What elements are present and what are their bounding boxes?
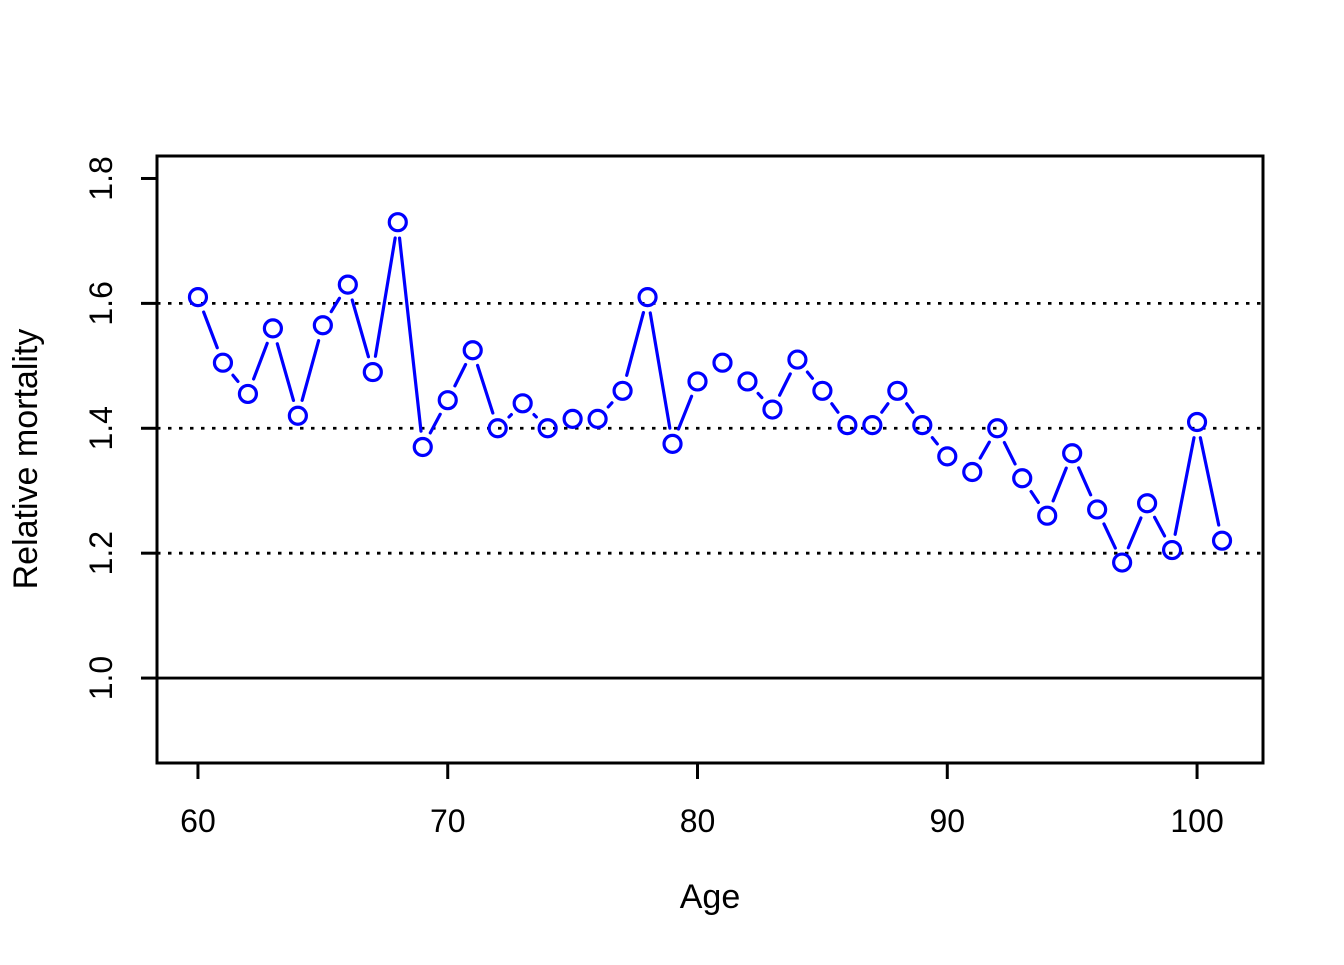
data-point-age-93: [1012, 468, 1033, 489]
data-point-age-65: [312, 315, 333, 336]
data-point-age-85: [812, 380, 833, 401]
series-segment-67-68: [373, 236, 397, 358]
series-segment-98-99: [1153, 515, 1167, 538]
series-segment-63-64: [275, 342, 296, 403]
series-segment-92-93: [1002, 440, 1017, 466]
series-segment-70-71: [453, 362, 468, 388]
x-tick-label-70: 70: [430, 803, 466, 839]
x-tick-label-100: 100: [1170, 803, 1223, 839]
series-segment-85-86: [830, 402, 840, 414]
series-segment-64-65: [300, 339, 321, 402]
plot-border: [155, 154, 1265, 765]
data-point-age-99: [1161, 539, 1183, 561]
y-axis-title: Relative mortality: [7, 329, 45, 590]
data-point-age-96: [1087, 499, 1108, 520]
x-tick-label-60: 60: [180, 803, 216, 839]
data-point-age-74: [537, 418, 558, 439]
series-segment-94-95: [1051, 466, 1068, 503]
data-point-age-87: [862, 415, 883, 436]
data-point-age-70: [437, 390, 458, 411]
series-segment-71-72: [475, 363, 495, 415]
y-tick-label-1.8: 1.8: [83, 156, 119, 200]
series-segment-84-85: [805, 370, 815, 380]
data-point-age-60: [187, 287, 209, 308]
series-segment-95-96: [1077, 466, 1093, 497]
series-segment-82-83: [756, 391, 764, 400]
x-axis-title: Age: [680, 878, 741, 916]
data-point-age-68: [387, 212, 408, 233]
series-segment-66-67: [350, 298, 371, 359]
series-segment-61-62: [231, 373, 240, 384]
data-point-age-95: [1062, 443, 1083, 464]
series-segment-68-69: [397, 236, 423, 433]
data-point-age-80: [687, 371, 708, 392]
data-point-age-86: [837, 415, 858, 436]
x-tick-label-90: 90: [929, 803, 965, 839]
data-series: [187, 212, 1233, 573]
series-segment-96-97: [1102, 522, 1117, 550]
data-point-age-72: [487, 418, 508, 439]
data-point-age-98: [1137, 493, 1158, 514]
data-point-age-83: [762, 399, 783, 420]
series-segment-100-101: [1198, 436, 1221, 527]
data-point-age-81: [712, 352, 733, 373]
data-point-age-92: [987, 418, 1008, 439]
data-point-age-67: [362, 361, 383, 383]
series-segment-89-90: [930, 436, 939, 446]
series-segment-79-80: [676, 394, 694, 431]
data-point-age-66: [337, 274, 358, 295]
data-point-age-62: [237, 383, 259, 405]
series-segment-65-66: [329, 296, 342, 314]
series-segment-76-77: [606, 401, 614, 409]
series-segment-83-84: [777, 372, 792, 397]
data-point-age-79: [662, 433, 683, 454]
data-point-age-84: [787, 349, 808, 370]
y-tick-label-1.2: 1.2: [83, 531, 119, 575]
data-point-age-101: [1211, 530, 1233, 551]
data-point-age-100: [1186, 411, 1208, 433]
series-segment-91-92: [978, 440, 991, 460]
series-segment-73-74: [532, 413, 538, 419]
reference-lines: [157, 301, 1263, 680]
data-point-age-77: [612, 380, 633, 401]
data-point-age-63: [262, 318, 283, 339]
axes: 60 70 80 90 100 1.0 1.2 1.4 1.6 1.8: [83, 156, 1224, 839]
series-segment-72-73: [507, 413, 513, 419]
data-point-age-71: [462, 340, 483, 361]
y-tick-label-1.6: 1.6: [83, 281, 119, 325]
series-segment-87-88: [880, 402, 890, 414]
series-segment-97-98: [1126, 516, 1143, 550]
data-point-age-90: [937, 446, 958, 467]
x-tick-label-80: 80: [680, 803, 716, 839]
data-point-age-61: [212, 352, 234, 373]
data-point-age-94: [1037, 505, 1058, 526]
data-point-age-88: [887, 380, 908, 401]
y-tick-label-1: 1.0: [83, 656, 119, 700]
data-point-age-89: [912, 415, 933, 436]
data-point-age-73: [512, 393, 533, 414]
series-segment-77-78: [625, 310, 646, 377]
y-tick-label-1.4: 1.4: [83, 406, 119, 450]
series-segment-62-63: [252, 341, 269, 381]
series-segment-78-79: [648, 311, 672, 430]
series-segment-93-94: [1029, 489, 1040, 504]
data-point-age-76: [587, 408, 608, 430]
data-point-age-82: [737, 371, 758, 392]
data-point-age-69: [412, 436, 433, 458]
plot-box: [155, 154, 1265, 765]
series-segment-60-61: [202, 310, 219, 350]
data-point-age-97: [1112, 552, 1133, 573]
data-point-age-75: [562, 408, 583, 430]
data-point-age-64: [287, 405, 308, 426]
series-segment-69-70: [428, 412, 442, 435]
data-point-age-91: [962, 461, 983, 483]
data-point-age-78: [637, 287, 658, 308]
series-segment-88-89: [905, 402, 915, 414]
series-segment-99-100: [1173, 436, 1196, 536]
